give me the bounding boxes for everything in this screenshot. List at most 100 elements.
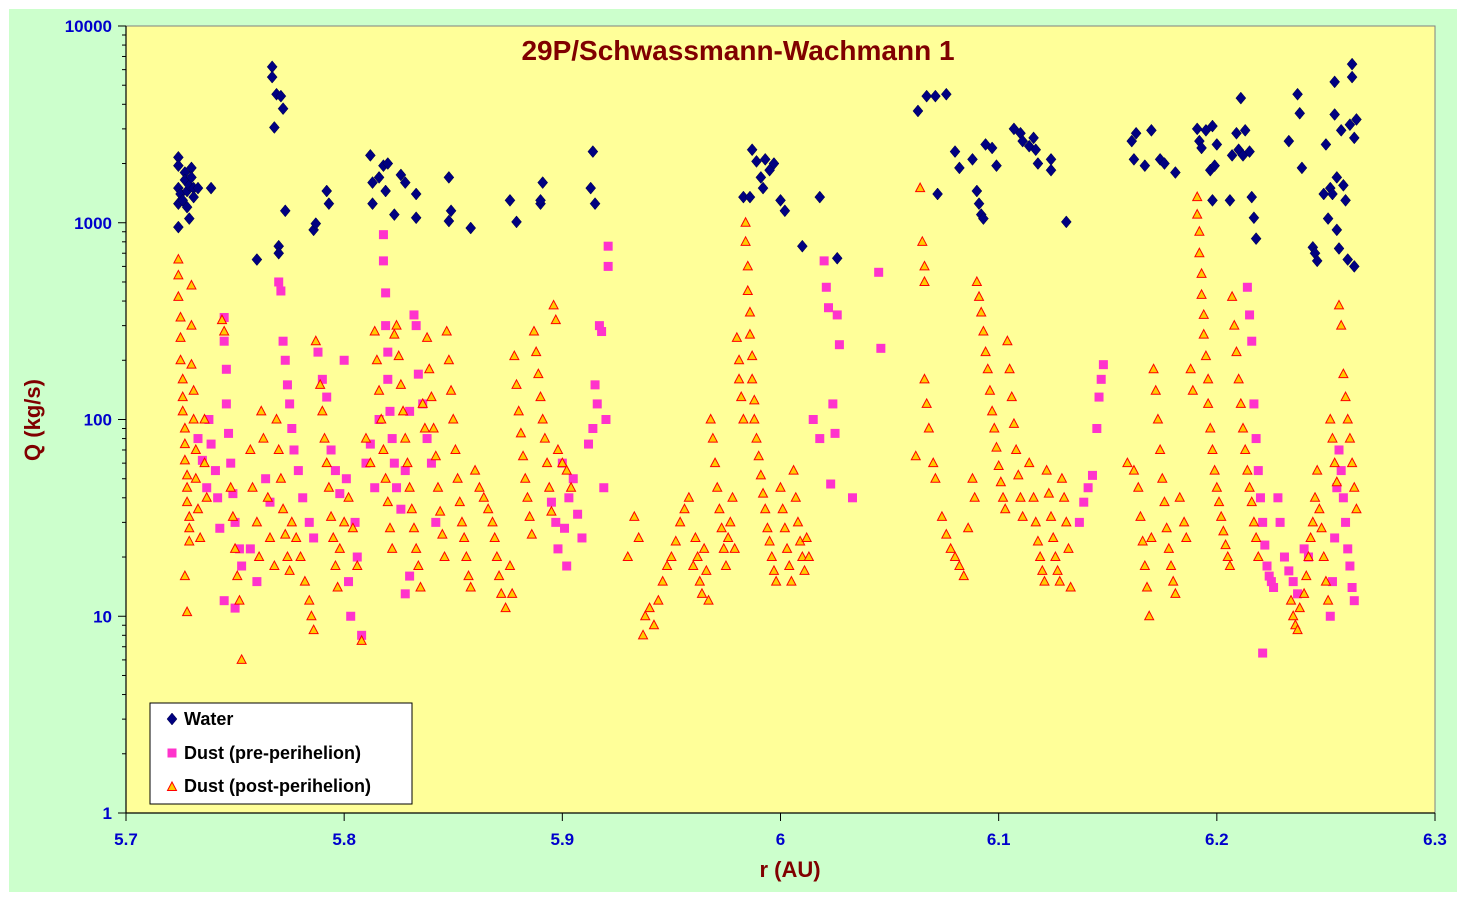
dust-post-point	[949, 550, 961, 562]
dust-pre-point	[426, 458, 436, 468]
points-layer	[173, 57, 1362, 664]
dust-post-point	[993, 459, 1004, 471]
dust-pre-point	[265, 497, 275, 507]
dust-post-point	[744, 306, 756, 317]
water-point	[991, 159, 1002, 173]
dust-post-point	[753, 450, 765, 461]
dust-post-point	[997, 491, 1009, 502]
dust-post-point	[181, 481, 193, 492]
dust-post-point	[1318, 550, 1330, 562]
water-point	[921, 89, 932, 103]
dust-post-point	[982, 363, 994, 374]
dust-pre-point	[808, 415, 818, 424]
dust-post-point	[175, 331, 186, 342]
dust-post-point	[1146, 531, 1157, 542]
dust-post-point	[1056, 472, 1068, 483]
dust-pre-point	[1343, 544, 1353, 554]
dust-post-point	[179, 570, 191, 581]
dust-pre-point	[1341, 517, 1351, 527]
dust-pre-point	[1262, 561, 1272, 571]
dust-post-point	[768, 564, 780, 575]
dust-post-point	[236, 653, 247, 664]
dust-pre-point	[276, 286, 286, 296]
dust-post-point	[1191, 191, 1203, 202]
dust-post-point	[698, 542, 710, 553]
dust-post-point	[557, 457, 568, 468]
dust-post-point	[1320, 575, 1332, 586]
water-point	[954, 161, 965, 175]
water-point	[321, 184, 333, 198]
dust-post-point	[1211, 481, 1223, 492]
dust-post-point	[539, 432, 551, 443]
dust-post-point	[1202, 397, 1214, 408]
x-tick-label: 6.2	[1205, 830, 1229, 849]
water-point	[796, 239, 808, 253]
dust-post-point	[724, 516, 736, 527]
legend-marker-dust-pre	[167, 748, 177, 758]
water-point	[183, 212, 195, 225]
dust-post-point	[450, 443, 461, 454]
dust-post-point	[452, 472, 463, 483]
dust-pre-point	[1284, 566, 1294, 576]
dust-post-point	[639, 610, 651, 621]
water-point	[537, 176, 549, 189]
dust-post-point	[729, 542, 741, 553]
water-point	[949, 145, 961, 158]
dust-post-point	[319, 432, 330, 443]
dust-post-point	[295, 550, 306, 562]
dust-post-point	[1050, 550, 1061, 562]
dust-post-point	[648, 619, 660, 630]
dust-post-point	[799, 564, 810, 575]
dust-post-point	[1226, 290, 1238, 301]
dust-post-point	[1015, 491, 1026, 502]
dust-post-point	[622, 550, 634, 562]
dust-post-point	[175, 311, 186, 322]
x-tick-label: 6.3	[1423, 830, 1447, 849]
dust-pre-point	[1336, 466, 1346, 476]
legend-box	[149, 702, 413, 805]
dust-pre-point	[282, 380, 292, 390]
dust-post-point	[535, 391, 546, 402]
legend-label-dust-pre: Dust (pre-perihelion)	[184, 743, 361, 763]
dust-post-point	[181, 606, 193, 617]
dust-pre-point	[245, 544, 255, 554]
dust-post-point	[683, 491, 695, 502]
dust-post-point	[273, 443, 285, 454]
dust-pre-point	[383, 374, 393, 384]
dust-post-point	[1335, 319, 1347, 330]
dust-pre-point	[370, 483, 380, 493]
water-point	[1207, 119, 1218, 133]
water-point	[814, 190, 826, 204]
dust-post-point	[748, 413, 760, 424]
dust-pre-point	[326, 445, 336, 455]
dust-pre-point	[1260, 540, 1270, 550]
dust-post-point	[1060, 516, 1072, 527]
dust-pre-point	[274, 277, 284, 287]
dust-post-point	[1034, 550, 1046, 562]
water-point	[1346, 57, 1358, 71]
dust-post-point	[1204, 422, 1216, 433]
dust-post-point	[417, 397, 429, 408]
water-point	[465, 221, 477, 235]
dust-pre-point	[876, 343, 886, 353]
water-point	[971, 184, 983, 198]
dust-post-point	[201, 491, 213, 502]
dust-post-point	[1030, 516, 1042, 527]
dust-pre-point	[1083, 483, 1093, 493]
dust-post-point	[775, 481, 786, 492]
dust-pre-point	[1245, 310, 1255, 320]
dust-post-point	[692, 550, 703, 562]
dust-post-point	[1148, 363, 1159, 374]
dust-post-point	[1180, 531, 1192, 542]
dust-post-point	[404, 481, 415, 492]
dust-post-point	[369, 325, 381, 336]
dust-pre-point	[411, 321, 421, 331]
dust-post-point	[186, 319, 197, 330]
dust-post-point	[988, 422, 1000, 433]
dust-pre-point	[1247, 336, 1257, 346]
dust-post-point	[234, 594, 245, 605]
dust-post-point	[183, 535, 195, 546]
dust-pre-point	[413, 369, 423, 379]
dust-post-point	[1242, 464, 1253, 475]
dust-pre-point	[815, 434, 825, 444]
